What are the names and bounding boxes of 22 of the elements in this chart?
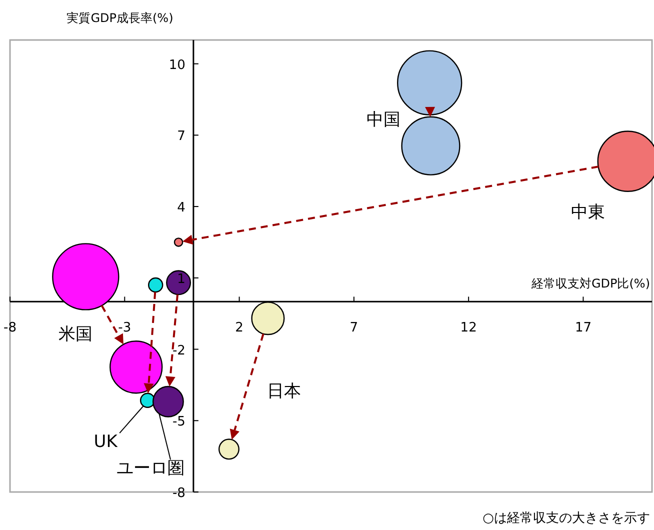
- series-label: 米国: [58, 324, 93, 345]
- x-axis-title: 経常収支対GDP比(%): [530, 276, 650, 291]
- text: ○は経常収支の大きさを示す: [482, 511, 650, 526]
- y-axis-title: 実質GDP成長率(%): [66, 11, 174, 25]
- x-tick-label: 7: [350, 320, 358, 336]
- y-tick-label: -5: [172, 414, 186, 430]
- y-tick-label: 7: [177, 129, 186, 144]
- x-tick-label: 12: [460, 320, 477, 336]
- x-tick-label: -8: [4, 320, 16, 336]
- x-tick-label: 2: [235, 320, 244, 336]
- y-tick-label: 10: [168, 58, 186, 73]
- y-tick-label: 1: [177, 272, 186, 287]
- x-tick-label: -3: [118, 320, 132, 336]
- y-tick-label: 4: [177, 200, 186, 216]
- y-tick-label: -8: [172, 486, 186, 501]
- text: 日本: [266, 381, 301, 402]
- x-tick-label: 17: [574, 320, 592, 336]
- series-label: 中東: [570, 202, 605, 222]
- series-label: 中国: [366, 110, 401, 130]
- text: UK: [94, 432, 118, 452]
- y-tick-label: -2: [172, 343, 186, 358]
- text: ユーロ圏: [116, 458, 185, 479]
